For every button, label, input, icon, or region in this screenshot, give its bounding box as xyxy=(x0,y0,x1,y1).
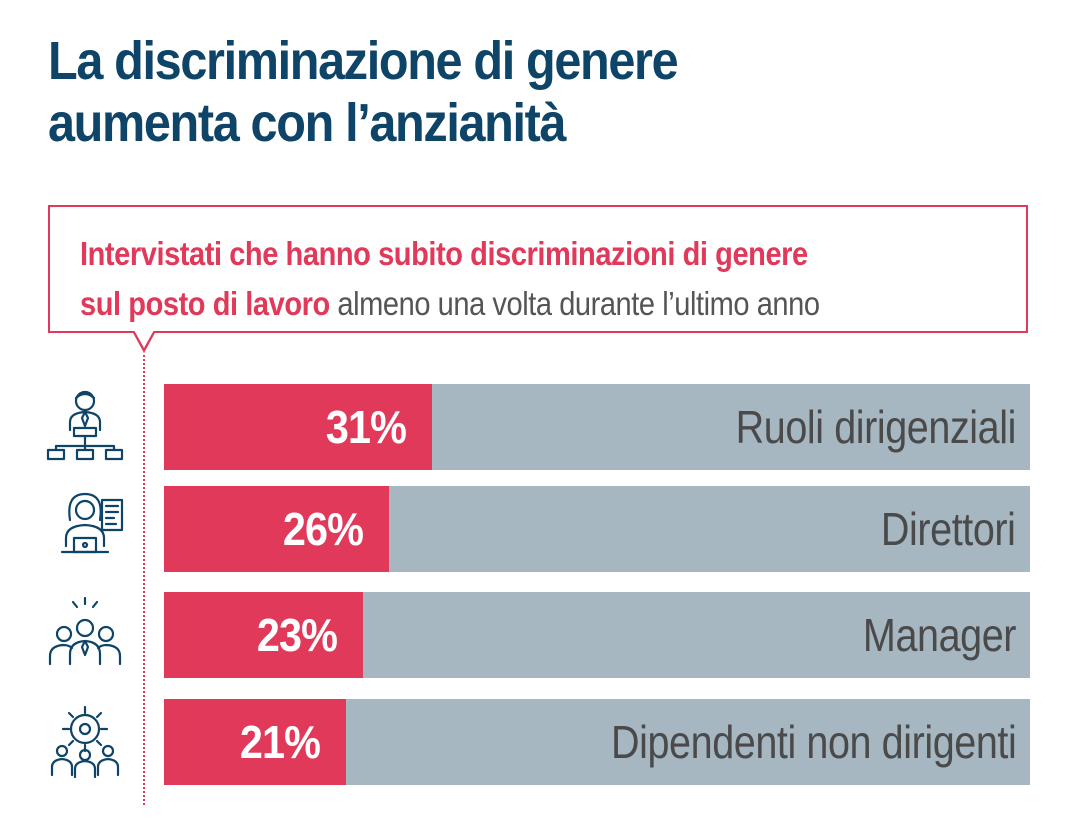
female-director-icon xyxy=(40,486,130,572)
bar-value-label: 21% xyxy=(239,716,321,768)
bar-fill: 26% xyxy=(164,486,390,572)
bar-value-label: 31% xyxy=(326,401,407,453)
bar-row: 23% Manager xyxy=(0,592,1080,678)
bar-fill: 23% xyxy=(164,592,364,678)
bar-category-label: Ruoli dirigenziali xyxy=(735,401,1017,453)
bar-category-label: Dipendenti non dirigenti xyxy=(610,716,1017,768)
subtitle-text: Intervistati che hanno subito discrimina… xyxy=(80,229,1013,329)
callout-pointer-inner xyxy=(134,330,154,348)
subtitle-regular: almeno una volta durante l’ultimo anno xyxy=(329,285,820,322)
team-manager-icon xyxy=(40,592,130,678)
subtitle-bold-line-1: Intervistati che hanno subito discrimina… xyxy=(80,235,808,272)
bar-value-label: 23% xyxy=(257,609,338,661)
bar-row: 31% Ruoli dirigenziali xyxy=(0,384,1080,470)
bar-category-label: Direttori xyxy=(881,503,1016,555)
bar-value-label: 26% xyxy=(282,503,364,555)
bar-row: 26% Direttori xyxy=(0,486,1080,572)
chart-title: La discriminazione di genere aumenta con… xyxy=(48,30,948,154)
bar-track: 21% Dipendenti non dirigenti xyxy=(164,699,1030,785)
org-chart-executive-icon xyxy=(40,384,130,470)
bar-track: 31% Ruoli dirigenziali xyxy=(164,384,1030,470)
bar-category-label: Manager xyxy=(862,609,1017,661)
bar-track: 26% Direttori xyxy=(164,486,1030,572)
employees-gear-icon xyxy=(40,699,130,785)
subtitle-callout: Intervistati che hanno subito discrimina… xyxy=(48,205,1028,333)
bar-fill: 21% xyxy=(164,699,346,785)
bar-track: 23% Manager xyxy=(164,592,1030,678)
title-line-2: aumenta con l’anzianità xyxy=(48,93,567,153)
title-line-1: La discriminazione di genere xyxy=(48,31,679,91)
dotted-guide-line xyxy=(143,355,145,805)
bar-fill: 31% xyxy=(164,384,433,470)
subtitle-bold-line-2: sul posto di lavoro xyxy=(80,285,330,322)
bar-row: 21% Dipendenti non dirigenti xyxy=(0,699,1080,785)
